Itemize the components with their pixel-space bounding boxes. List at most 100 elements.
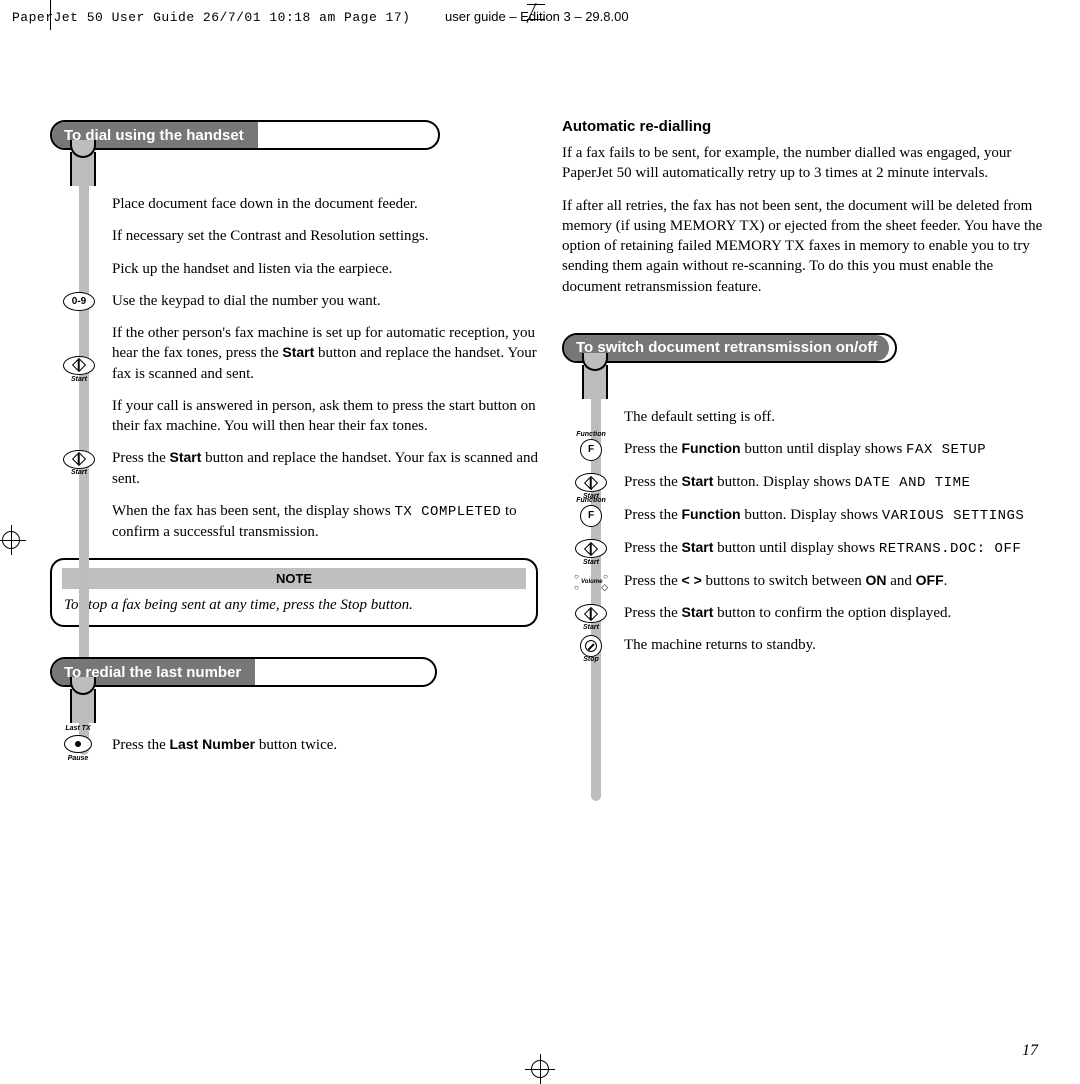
- diamond-icon: [72, 452, 86, 466]
- step-1-4: 0-9 Use the keypad to dial the number yo…: [112, 291, 538, 311]
- keypad-icon: 0-9: [62, 292, 96, 312]
- mono-datetime: DATE AND TIME: [855, 475, 971, 491]
- page-body: To dial using the handset Place document…: [50, 60, 1050, 1060]
- step-3-3: Function F Press the Function button. Di…: [624, 505, 1050, 526]
- t: Press the: [624, 474, 682, 490]
- stop-oval: [580, 635, 602, 657]
- note-box: NOTE To stop a fax being sent at any tim…: [50, 558, 538, 627]
- auto-redial-heading: Automatic re-dialling: [562, 118, 1050, 135]
- t: Press the: [112, 450, 170, 466]
- lastnum-button-icon: [64, 735, 92, 753]
- step-1-8: When the fax has been sent, the display …: [112, 501, 538, 542]
- t: Press the: [112, 737, 170, 753]
- function-icon-2: F: [574, 506, 608, 526]
- bold-off: OFF: [916, 572, 944, 588]
- bold-fn-2: Function: [682, 506, 741, 522]
- imprint-paren: ): [402, 10, 410, 25]
- lastnum-icon-stack: Last TX Pause: [56, 725, 100, 762]
- period: .: [944, 573, 948, 589]
- mono-various: VARIOUS SETTINGS: [882, 508, 1024, 524]
- auto-redial-p1: If a fax fails to be sent, for example, …: [562, 143, 1050, 184]
- stem-wrap-3: The default setting is off. Function F P…: [562, 371, 1050, 656]
- mono-retrans: RETRANS.DOC: OFF: [879, 541, 1021, 557]
- start-oval-4: [575, 539, 607, 558]
- t: button until display shows: [713, 540, 878, 556]
- step-3-1: Function F Press the Function button unt…: [624, 439, 1050, 460]
- step-3-5: ○ ○ ○ ◇ Volume Press the < > buttons to …: [624, 571, 1050, 591]
- registration-mark-left: [2, 531, 20, 549]
- step-3-6: Start Press the Start button to confirm …: [624, 603, 1050, 623]
- start-oval-2: [63, 450, 95, 469]
- start-sub-2: Start: [62, 468, 96, 477]
- diamond-icon: [584, 607, 598, 621]
- function-sup-2: Function: [574, 496, 608, 505]
- step-1-6: If your call is answered in person, ask …: [112, 396, 538, 437]
- keypad-oval: 0-9: [63, 292, 95, 311]
- section-head-2: To redial the last number: [50, 657, 538, 689]
- section-head-1: To dial using the handset: [50, 120, 538, 152]
- step-3-7: Stop The machine returns to standby.: [624, 635, 1050, 655]
- start-oval-1: [63, 356, 95, 375]
- t: The machine returns to standby.: [624, 637, 816, 653]
- section-redial: To redial the last number Last TX P: [50, 657, 538, 755]
- t: Press the: [624, 441, 682, 457]
- left-column: To dial using the handset Place document…: [50, 120, 538, 769]
- start-icon-4: [574, 539, 608, 559]
- t: If necessary set the Contrast and Resolu…: [112, 228, 429, 244]
- step-3-2: Start Press the Start button. Display sh…: [624, 472, 1050, 493]
- start-icon-2: [62, 449, 96, 469]
- t: Use the keypad to dial the number you wa…: [112, 293, 381, 309]
- t: button to confirm the option displayed.: [713, 605, 951, 621]
- start-sub-4: Start: [574, 558, 608, 567]
- t: button. Display shows: [741, 507, 882, 523]
- right-column: Automatic re-dialling If a fax fails to …: [562, 118, 1050, 769]
- section-tab-2: To redial the last number: [50, 657, 437, 687]
- t: When the fax has been sent, the display …: [112, 503, 394, 519]
- mono-txcomp: TX COMPLETED: [394, 504, 501, 520]
- volume-glyph: ○ ○ ○ ◇ Volume: [574, 572, 608, 592]
- stem-wrap-2: Last TX Pause Press the Last Number butt…: [50, 695, 538, 755]
- section-title-3: To switch document retransmission on/off: [564, 335, 889, 361]
- start-icon-3: [574, 473, 608, 493]
- steps-2: Last TX Pause Press the Last Number butt…: [112, 735, 538, 755]
- volume-label: Volume: [581, 578, 602, 586]
- step-1-3: Pick up the handset and listen via the e…: [112, 259, 538, 279]
- volume-icon: ○ ○ ○ ◇ Volume: [574, 572, 608, 592]
- t: Pick up the handset and listen via the e…: [112, 261, 392, 277]
- mono-faxsetup: FAX SETUP: [906, 442, 986, 458]
- bold-start-2: Start: [170, 449, 202, 465]
- start-oval-5: [575, 604, 607, 623]
- step-2-1: Last TX Pause Press the Last Number butt…: [112, 735, 538, 755]
- section-dial-handset: To dial using the handset Place document…: [50, 120, 538, 542]
- step-3-0: The default setting is off.: [624, 407, 1050, 427]
- stop-symbol: [585, 640, 597, 652]
- registration-mark-bottom: [531, 1060, 549, 1078]
- t: Place document face down in the document…: [112, 196, 418, 212]
- diamond-icon: [72, 358, 86, 372]
- f-oval-1: F: [580, 439, 602, 461]
- t: Press the: [624, 605, 682, 621]
- step-3-4: Start Press the Start button until displ…: [624, 538, 1050, 559]
- start-oval-3: [575, 473, 607, 492]
- note-header: NOTE: [62, 568, 526, 589]
- t: button until display shows: [741, 441, 906, 457]
- stem-1: [68, 158, 98, 698]
- diamond-icon: [584, 476, 598, 490]
- start-icon-5: [574, 604, 608, 624]
- function-icon-1: F: [574, 440, 608, 460]
- note-body: To stop a fax being sent at any time, pr…: [52, 595, 536, 625]
- imprint-text: PaperJet 50 User Guide 26/7/01 10:18 am …: [12, 10, 402, 25]
- bold-arrows: < >: [682, 572, 702, 588]
- section-tab-1: To dial using the handset: [50, 120, 440, 150]
- bold-start-5: Start: [682, 604, 714, 620]
- diamond-icon: [584, 542, 598, 556]
- step-1-7: Start Press the Start button and replace…: [112, 448, 538, 489]
- section-retrans: To switch document retransmission on/off…: [562, 333, 1050, 656]
- print-imprint: PaperJet 50 User Guide 26/7/01 10:18 am …: [12, 10, 410, 25]
- lastnum-top: Last TX: [56, 725, 100, 733]
- stem-wrap-1: Place document face down in the document…: [50, 158, 538, 542]
- stop-sub: Stop: [574, 655, 608, 664]
- stop-icon: [574, 636, 608, 656]
- f-oval-2: F: [580, 505, 602, 527]
- steps-1: Place document face down in the document…: [112, 194, 538, 542]
